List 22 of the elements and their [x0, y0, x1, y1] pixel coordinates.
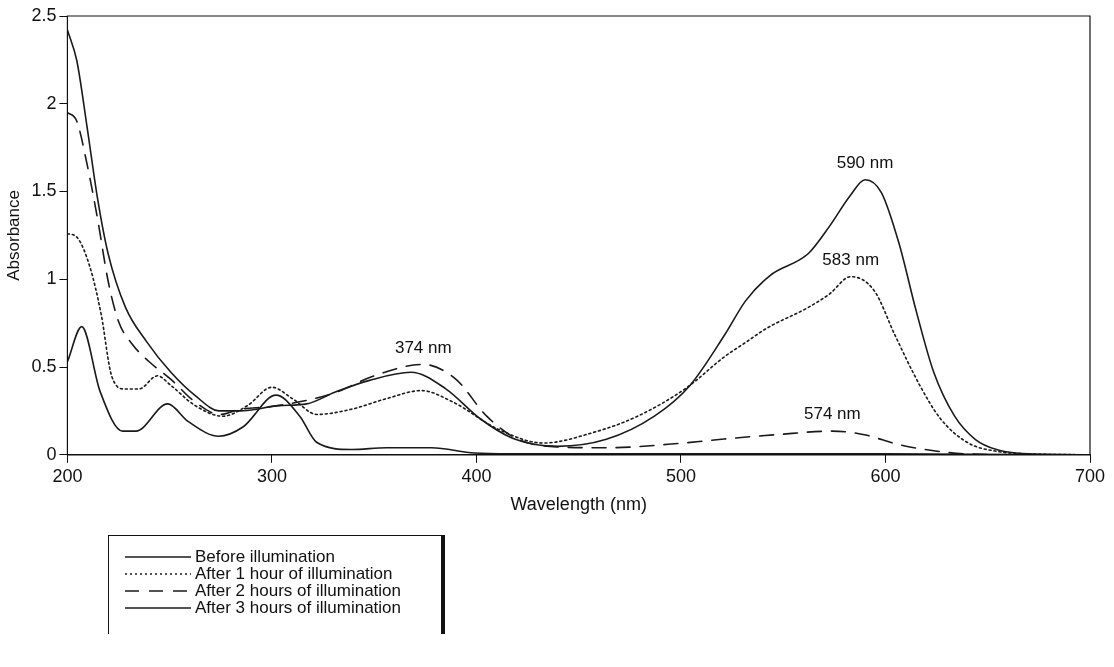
y-tick-label: 1 [46, 268, 57, 289]
x-tick-label: 300 [256, 465, 287, 486]
x-tick-label: 400 [461, 465, 492, 486]
annotation: 583 nm [822, 249, 880, 269]
legend-label: After 3 hours of illumination [195, 598, 401, 617]
y-tick-label: 0.5 [31, 356, 57, 377]
legend-label: After 1 hour of illumination [195, 564, 393, 583]
y-tick-label: 0 [46, 443, 57, 464]
annotation: 374 nm [394, 337, 452, 357]
x-tick-label: 200 [52, 465, 83, 486]
annotation: 574 nm [803, 404, 861, 424]
y-tick-label: 2 [46, 92, 57, 113]
y-tick-label: 1.5 [31, 180, 57, 201]
legend-label: Before illumination [195, 547, 335, 566]
x-axis-title: Wavelength (nm) [510, 494, 647, 515]
y-tick-label: 2.5 [31, 4, 57, 25]
legend-label: After 2 hours of illumination [195, 581, 401, 600]
x-tick-label: 700 [1074, 465, 1106, 486]
y-axis-title: Absorbance [3, 190, 23, 281]
annotation: 590 nm [836, 152, 894, 172]
x-tick-label: 600 [870, 465, 901, 486]
x-tick-label: 500 [665, 465, 696, 486]
